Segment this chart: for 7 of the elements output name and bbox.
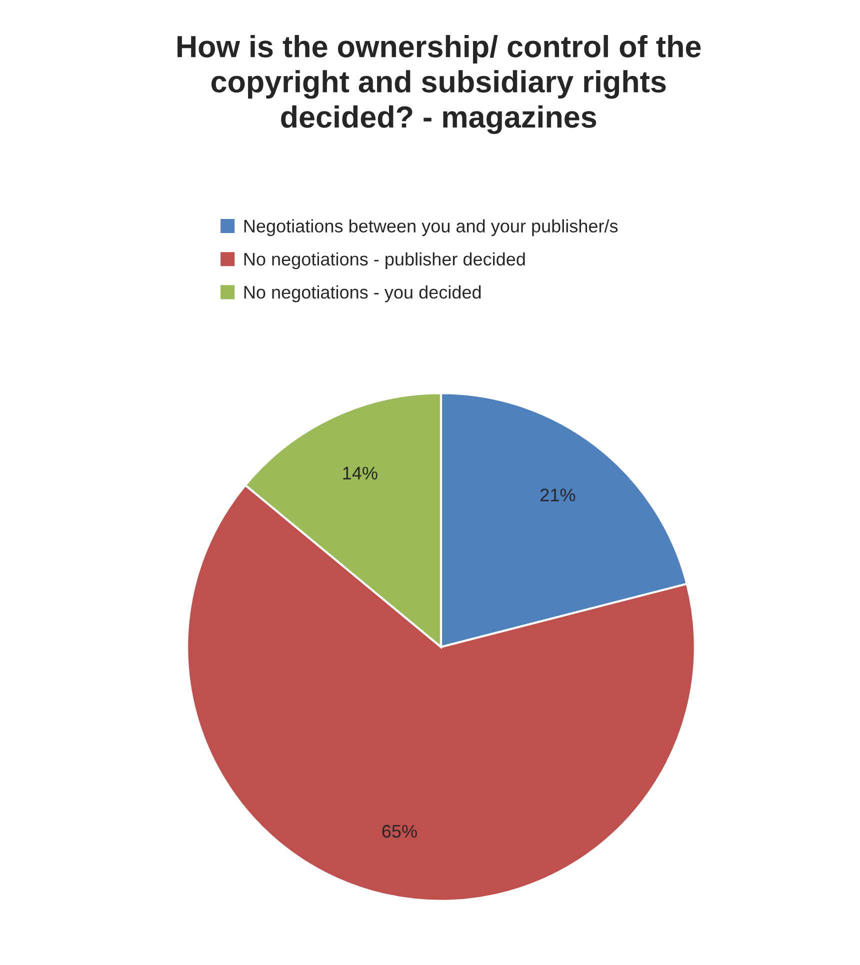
legend-label: No negotiations - you decided — [244, 285, 481, 302]
data-label: 65% — [382, 824, 417, 838]
data-label: 21% — [540, 488, 576, 502]
legend-label: Negotiations between you and your publisher/s — [244, 219, 618, 236]
data-label: 14% — [343, 466, 378, 480]
chart-title: How is the ownership/ control of the copyright and subsidiary rights decided? - magazines — [178, 35, 701, 134]
legend-label: No negotiations - publisher decided — [244, 252, 525, 270]
